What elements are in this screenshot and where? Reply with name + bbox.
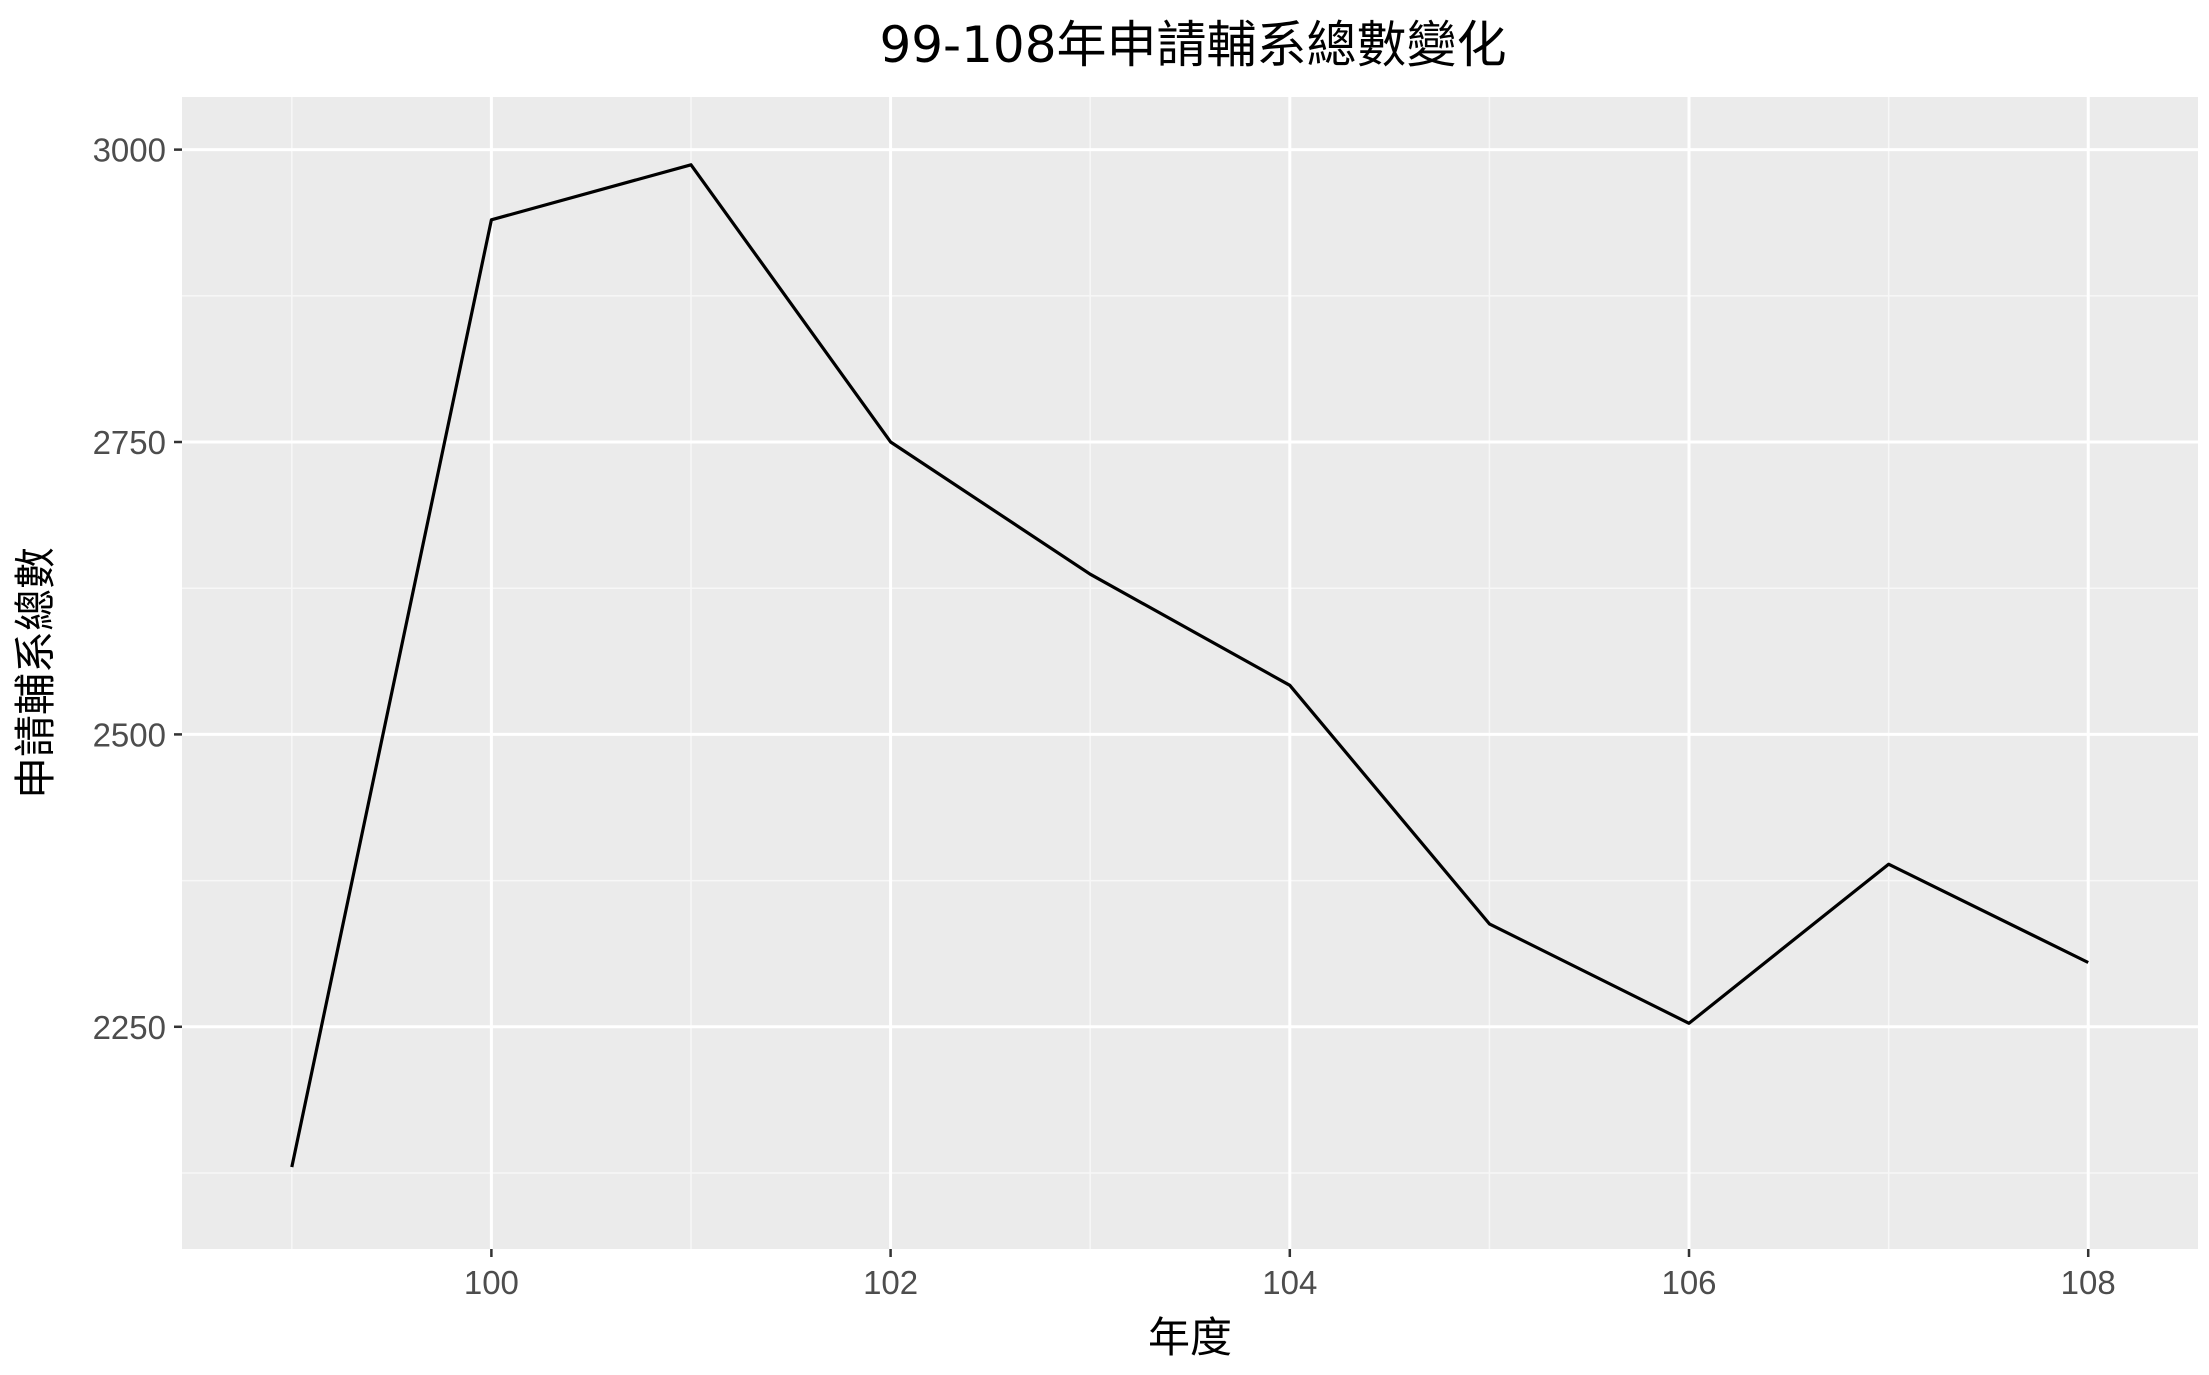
series-layer	[290, 163, 2089, 1168]
plot-panel	[182, 97, 2198, 1249]
x-tick-label: 102	[863, 1264, 918, 1301]
x-tick-label: 100	[464, 1264, 519, 1301]
y-axis: 2250 2500 2750 3000	[93, 132, 182, 1046]
x-tick-label: 104	[1262, 1264, 1317, 1301]
series-line	[290, 163, 2089, 1168]
major-gridlines	[182, 97, 2198, 1249]
minor-gridlines	[182, 97, 2198, 1249]
y-tick-label: 2750	[93, 424, 166, 461]
y-tick-label: 2500	[93, 716, 166, 753]
x-axis-title: 年度	[1148, 1313, 1232, 1362]
chart-title: 99-108年申請輔系總數變化	[879, 16, 1506, 74]
x-tick-label: 108	[2061, 1264, 2116, 1301]
y-tick-label: 2250	[93, 1009, 166, 1046]
y-tick-label: 3000	[93, 132, 166, 169]
x-tick-label: 106	[1661, 1264, 1716, 1301]
y-axis-title: 申請輔系總數	[11, 547, 60, 799]
x-axis: 100 102 104 106 108	[464, 1249, 2116, 1301]
